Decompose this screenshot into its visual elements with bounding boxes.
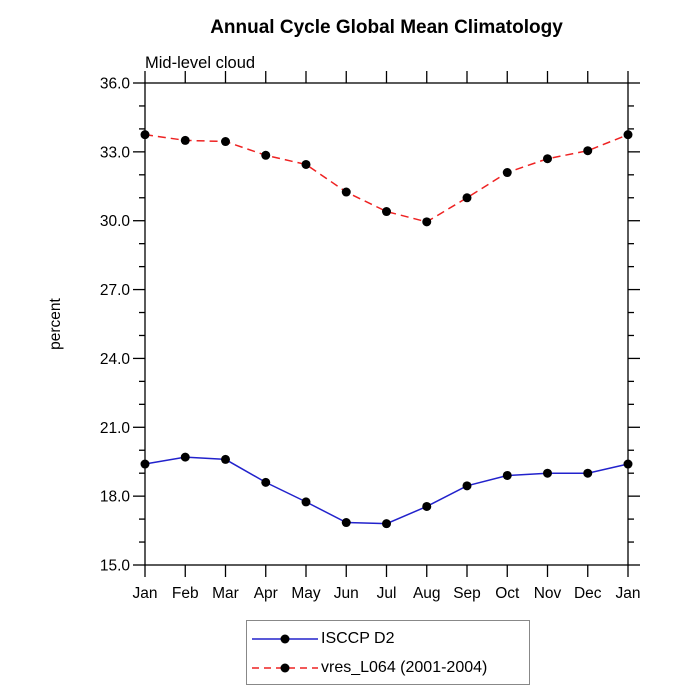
svg-text:May: May <box>291 585 321 602</box>
svg-text:Feb: Feb <box>172 585 199 602</box>
legend-label-isccp: ISCCP D2 <box>321 630 395 647</box>
svg-text:Jan: Jan <box>133 585 158 602</box>
svg-text:Apr: Apr <box>254 585 278 602</box>
svg-text:Annual Cycle Global Mean Clima: Annual Cycle Global Mean Climatology <box>210 17 563 38</box>
svg-text:Sep: Sep <box>453 585 481 602</box>
svg-text:18.0: 18.0 <box>100 489 131 506</box>
svg-text:33.0: 33.0 <box>100 144 131 161</box>
svg-text:27.0: 27.0 <box>100 282 131 299</box>
svg-text:15.0: 15.0 <box>100 558 131 575</box>
svg-text:24.0: 24.0 <box>100 351 131 368</box>
svg-text:percent: percent <box>47 297 64 349</box>
svg-text:Mar: Mar <box>212 585 239 602</box>
svg-text:30.0: 30.0 <box>100 213 131 230</box>
svg-text:Jan: Jan <box>616 585 641 602</box>
legend: ISCCP D2 vres_L064 (2001-2004) <box>246 620 530 685</box>
legend-item-isccp: ISCCP D2 <box>251 631 395 647</box>
svg-text:36.0: 36.0 <box>100 76 131 93</box>
svg-text:21.0: 21.0 <box>100 420 131 437</box>
legend-line-dashed-icon <box>252 663 318 673</box>
svg-text:Nov: Nov <box>534 585 562 602</box>
svg-text:Mid-level cloud: Mid-level cloud <box>145 54 255 72</box>
svg-text:Oct: Oct <box>495 585 520 602</box>
svg-text:Dec: Dec <box>574 585 602 602</box>
legend-line-solid-icon <box>252 634 318 644</box>
svg-text:Jun: Jun <box>334 585 359 602</box>
svg-text:Jul: Jul <box>377 585 397 602</box>
legend-label-vres: vres_L064 (2001-2004) <box>321 659 488 676</box>
legend-item-vres: vres_L064 (2001-2004) <box>251 660 487 676</box>
svg-text:Aug: Aug <box>413 585 441 602</box>
